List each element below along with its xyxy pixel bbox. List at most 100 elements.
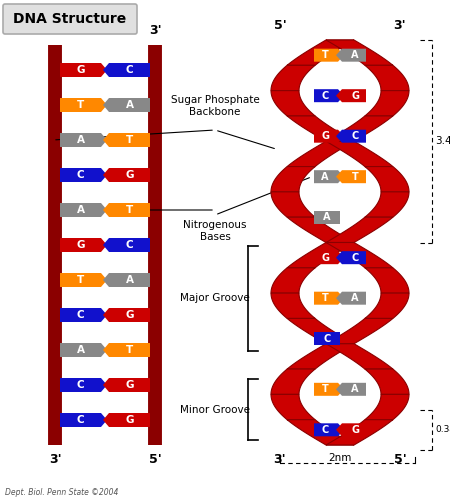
Text: A: A [76, 205, 85, 215]
Text: 5': 5' [274, 19, 286, 32]
Polygon shape [103, 413, 150, 427]
Text: DNA Structure: DNA Structure [14, 12, 126, 26]
Polygon shape [314, 170, 344, 183]
Polygon shape [271, 394, 315, 419]
Text: G: G [76, 65, 85, 75]
Polygon shape [336, 170, 366, 183]
Polygon shape [365, 394, 409, 419]
Polygon shape [287, 420, 354, 445]
Polygon shape [103, 308, 150, 322]
Text: C: C [126, 240, 133, 250]
Text: G: G [351, 90, 359, 101]
Polygon shape [271, 268, 315, 293]
Text: C: C [351, 131, 359, 141]
Polygon shape [326, 40, 393, 66]
Polygon shape [314, 210, 340, 224]
Polygon shape [271, 192, 315, 217]
Polygon shape [314, 251, 344, 264]
Polygon shape [60, 343, 107, 357]
Polygon shape [287, 318, 354, 344]
Text: G: G [125, 415, 134, 425]
Text: Major Groove: Major Groove [180, 293, 250, 303]
Polygon shape [103, 63, 150, 77]
Text: A: A [126, 100, 134, 110]
Text: A: A [76, 135, 85, 145]
Text: Sugar Phosphate
Backbone: Sugar Phosphate Backbone [171, 94, 259, 117]
Text: A: A [76, 345, 85, 355]
Polygon shape [314, 383, 344, 396]
Polygon shape [103, 378, 150, 392]
Polygon shape [365, 166, 409, 192]
Polygon shape [336, 48, 366, 62]
Polygon shape [365, 90, 409, 116]
Text: G: G [125, 170, 134, 180]
Polygon shape [336, 130, 366, 142]
Text: C: C [321, 425, 328, 435]
Polygon shape [365, 192, 409, 217]
Text: C: C [126, 65, 133, 75]
Text: 5': 5' [394, 453, 406, 466]
Polygon shape [287, 40, 354, 66]
Polygon shape [103, 133, 150, 147]
Polygon shape [103, 98, 150, 112]
Text: T: T [322, 384, 328, 394]
Text: C: C [76, 380, 84, 390]
Text: Minor Groove: Minor Groove [180, 404, 250, 414]
Text: 5': 5' [49, 24, 61, 37]
Polygon shape [103, 203, 150, 217]
Polygon shape [336, 424, 366, 436]
Polygon shape [103, 168, 150, 182]
Polygon shape [336, 383, 366, 396]
Polygon shape [326, 344, 393, 369]
Text: T: T [126, 205, 133, 215]
Text: 3': 3' [148, 24, 161, 37]
FancyBboxPatch shape [3, 4, 137, 34]
Text: Dept. Biol. Penn State ©2004: Dept. Biol. Penn State ©2004 [5, 488, 118, 497]
Polygon shape [60, 378, 107, 392]
Polygon shape [365, 66, 409, 90]
Polygon shape [365, 369, 409, 394]
Polygon shape [326, 318, 393, 344]
Polygon shape [287, 141, 354, 167]
Text: 3': 3' [49, 453, 61, 466]
Polygon shape [336, 251, 366, 264]
Text: 3.4nm: 3.4nm [435, 136, 450, 146]
Text: C: C [351, 252, 359, 262]
Polygon shape [336, 89, 366, 102]
Polygon shape [326, 217, 393, 242]
Polygon shape [336, 292, 366, 304]
Text: C: C [76, 415, 84, 425]
Polygon shape [326, 116, 393, 141]
Text: T: T [351, 172, 358, 181]
Polygon shape [314, 89, 344, 102]
Polygon shape [60, 63, 107, 77]
Polygon shape [60, 413, 107, 427]
Text: G: G [125, 310, 134, 320]
Text: Nitrogenous
Bases: Nitrogenous Bases [183, 220, 247, 242]
Polygon shape [60, 98, 107, 112]
Polygon shape [287, 116, 354, 141]
Polygon shape [271, 166, 315, 192]
Text: 2nm: 2nm [328, 453, 352, 463]
Text: 5': 5' [148, 453, 162, 466]
Polygon shape [314, 292, 344, 304]
Polygon shape [103, 273, 150, 287]
Text: A: A [351, 293, 359, 303]
Text: T: T [77, 100, 84, 110]
Text: 3': 3' [394, 19, 406, 32]
Polygon shape [60, 273, 107, 287]
Polygon shape [271, 66, 315, 90]
Polygon shape [326, 141, 393, 167]
Polygon shape [103, 343, 150, 357]
Polygon shape [287, 242, 354, 268]
Text: 3': 3' [274, 453, 286, 466]
Text: T: T [126, 345, 133, 355]
Text: G: G [321, 252, 329, 262]
Text: A: A [321, 172, 329, 181]
Polygon shape [60, 308, 107, 322]
Polygon shape [60, 133, 107, 147]
Polygon shape [365, 293, 409, 318]
Polygon shape [60, 203, 107, 217]
Text: G: G [76, 240, 85, 250]
Polygon shape [326, 242, 393, 268]
